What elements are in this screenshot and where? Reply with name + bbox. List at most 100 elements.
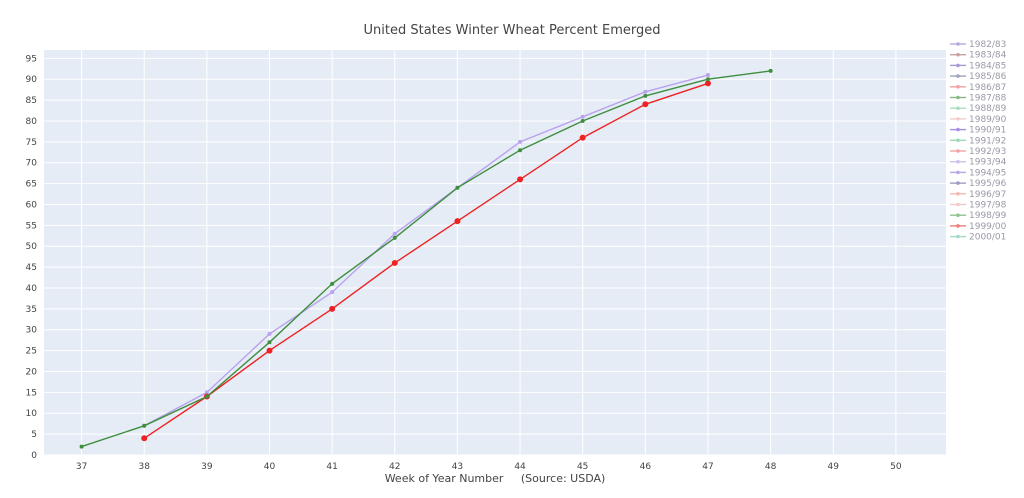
- y-tick-label: 10: [26, 409, 38, 419]
- y-tick-label: 15: [26, 388, 37, 398]
- data-point[interactable]: [580, 114, 585, 119]
- data-point[interactable]: [142, 423, 147, 428]
- data-point[interactable]: [204, 394, 209, 399]
- legend-label: 1997/98: [969, 201, 1007, 211]
- data-point[interactable]: [705, 73, 710, 78]
- data-point[interactable]: [329, 305, 336, 312]
- legend-swatch-marker: [956, 149, 960, 153]
- legend-item[interactable]: 1992/93: [950, 147, 1006, 157]
- legend-item[interactable]: 1988/89: [950, 104, 1007, 114]
- x-tick-label: 37: [76, 462, 87, 472]
- y-axis-ticks: 0 5 10 15 20 25 30 35 40 45 50 55 60 65 70 75 80 85 90 95: [26, 54, 38, 461]
- x-axis-ticks: 37 38 39 40 41 42 43 44 45 46 47 48 49 50: [76, 462, 902, 472]
- legend-label: 1987/88: [969, 94, 1007, 104]
- y-tick-label: 95: [26, 54, 37, 64]
- data-point[interactable]: [267, 331, 272, 336]
- legend-label: 1992/93: [969, 147, 1006, 157]
- data-point[interactable]: [266, 347, 273, 354]
- x-tick-label: 47: [702, 462, 713, 472]
- data-point[interactable]: [391, 259, 398, 266]
- legend-item[interactable]: 1984/85: [950, 61, 1006, 71]
- legend-swatch-marker: [956, 85, 960, 89]
- x-tick-label: 50: [890, 462, 902, 472]
- legend-swatch-marker: [956, 234, 960, 239]
- data-point[interactable]: [392, 231, 397, 236]
- data-point[interactable]: [454, 218, 461, 225]
- legend-swatch-marker: [956, 202, 960, 207]
- legend[interactable]: 1982/831983/841984/851985/861986/871987/…: [950, 40, 1007, 243]
- data-point[interactable]: [643, 93, 648, 98]
- data-point[interactable]: [518, 148, 523, 153]
- legend-item[interactable]: 1999/00: [950, 222, 1007, 232]
- legend-item[interactable]: 1994/95: [950, 168, 1006, 178]
- y-tick-label: 20: [26, 367, 38, 377]
- series-line: [81, 70, 771, 448]
- y-tick-label: 5: [31, 430, 37, 440]
- data-point[interactable]: [580, 118, 585, 123]
- legend-label: 1996/97: [969, 190, 1006, 200]
- legend-swatch-marker: [956, 159, 960, 164]
- legend-swatch-marker: [956, 224, 960, 228]
- x-tick-label: 49: [828, 462, 840, 472]
- y-tick-label: 75: [26, 138, 37, 148]
- legend-swatch-marker: [956, 181, 960, 185]
- legend-label: 1983/84: [969, 51, 1007, 61]
- legend-swatch-marker: [956, 95, 960, 100]
- legend-swatch-marker: [956, 170, 960, 175]
- legend-label: 1985/86: [969, 72, 1007, 82]
- data-point[interactable]: [705, 77, 710, 82]
- data-point[interactable]: [141, 435, 148, 442]
- data-point[interactable]: [704, 80, 711, 87]
- series-line: [143, 74, 709, 427]
- y-tick-label: 40: [26, 284, 38, 294]
- data-point[interactable]: [330, 290, 335, 295]
- y-tick-label: 90: [26, 75, 38, 85]
- data-point[interactable]: [455, 185, 460, 190]
- legend-item[interactable]: 1998/99: [950, 211, 1007, 221]
- legend-item[interactable]: 1982/83: [950, 40, 1006, 50]
- x-tick-label: 44: [514, 462, 526, 472]
- legend-item[interactable]: 1985/86: [950, 72, 1007, 82]
- x-tick-label: 46: [640, 462, 652, 472]
- data-point[interactable]: [204, 390, 209, 395]
- y-tick-label: 70: [26, 159, 38, 169]
- legend-item[interactable]: 2000/01: [950, 233, 1006, 243]
- legend-item[interactable]: 1990/91: [950, 126, 1006, 136]
- data-point[interactable]: [518, 139, 523, 144]
- data-point[interactable]: [579, 134, 586, 141]
- legend-swatch-marker: [956, 192, 960, 196]
- legend-item[interactable]: 1997/98: [950, 201, 1007, 211]
- y-tick-label: 80: [26, 117, 38, 127]
- legend-label: 1984/85: [969, 61, 1006, 71]
- data-point[interactable]: [517, 176, 524, 183]
- legend-item[interactable]: 1991/92: [950, 136, 1006, 146]
- legend-swatch-marker: [956, 74, 960, 78]
- x-tick-label: 43: [452, 462, 463, 472]
- legend-swatch-marker: [956, 106, 960, 110]
- data-point[interactable]: [330, 281, 335, 286]
- data-point[interactable]: [643, 89, 648, 94]
- y-tick-label: 35: [26, 305, 37, 315]
- chart-title: United States Winter Wheat Percent Emerg…: [364, 23, 661, 38]
- legend-item[interactable]: 1995/96: [950, 179, 1007, 189]
- data-point[interactable]: [392, 235, 397, 240]
- legend-item[interactable]: 1986/87: [950, 83, 1006, 93]
- legend-item[interactable]: 1993/94: [950, 158, 1007, 168]
- series-1: [141, 80, 711, 442]
- legend-item[interactable]: 1987/88: [950, 94, 1007, 104]
- y-tick-label: 30: [26, 326, 38, 336]
- x-axis-title: Week of Year Number (Source: USDA): [385, 472, 606, 485]
- y-tick-label: 0: [31, 451, 37, 461]
- data-point[interactable]: [79, 444, 84, 449]
- data-point[interactable]: [267, 340, 272, 345]
- legend-item[interactable]: 1996/97: [950, 190, 1006, 200]
- legend-item[interactable]: 1983/84: [950, 51, 1007, 61]
- legend-item[interactable]: 1989/90: [950, 115, 1007, 125]
- x-tick-label: 39: [201, 462, 213, 472]
- data-point[interactable]: [768, 68, 773, 73]
- data-point[interactable]: [642, 101, 649, 108]
- legend-label: 1982/83: [969, 40, 1006, 50]
- legend-label: 2000/01: [969, 233, 1006, 243]
- y-tick-label: 85: [26, 96, 37, 106]
